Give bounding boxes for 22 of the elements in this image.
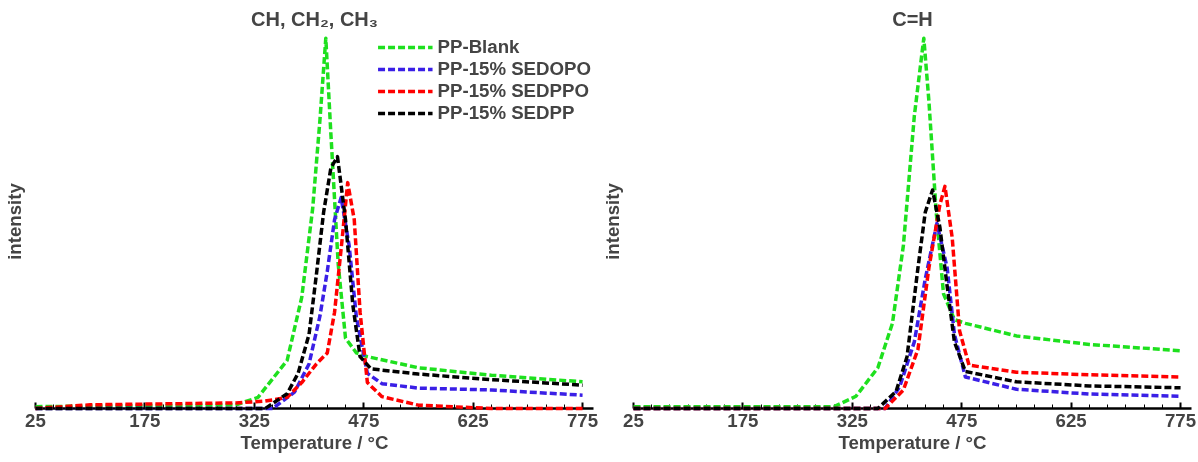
x-tick-label: 625: [1055, 409, 1087, 431]
x-tick-label: 325: [238, 409, 270, 431]
x-axis-title: Temperature / °C: [240, 431, 389, 453]
x-tick-label: 25: [25, 409, 46, 431]
x-axis-title: Temperature / °C: [838, 431, 987, 453]
x-tick-label: 775: [1165, 409, 1197, 431]
legend-label: PP-15% SEDPP: [437, 102, 575, 124]
x-tick-label: 175: [727, 409, 759, 431]
x-tick-label: 475: [946, 409, 978, 431]
chart-title: C=H: [892, 7, 933, 30]
y-axis-title: intensity: [601, 182, 623, 260]
y-axis-title: intensity: [3, 182, 25, 260]
legend-label: PP-Blank: [437, 36, 520, 58]
x-tick-label: 775: [567, 409, 599, 431]
x-tick-label: 325: [836, 409, 868, 431]
x-tick-label: 175: [129, 409, 161, 431]
legend-label: PP-15% SEDPPO: [437, 80, 589, 102]
x-tick-label: 625: [457, 409, 489, 431]
x-tick-label: 475: [348, 409, 380, 431]
chart-title: CH, CH₂, CH₃: [250, 7, 379, 30]
legend-label: PP-15% SEDOPO: [437, 58, 591, 80]
x-tick-label: 25: [623, 409, 644, 431]
